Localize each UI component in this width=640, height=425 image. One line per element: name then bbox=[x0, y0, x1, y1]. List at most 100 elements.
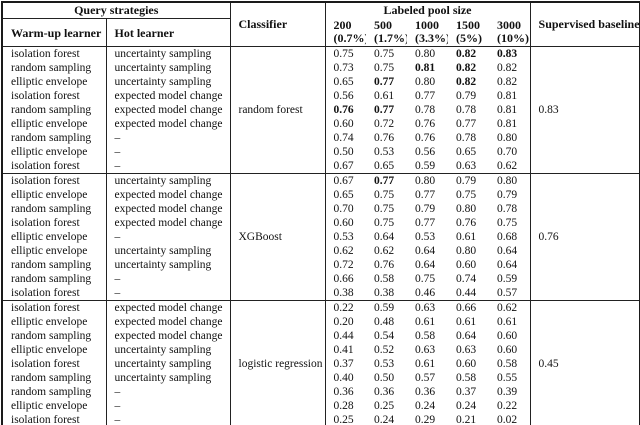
value-cell: 0.80 bbox=[456, 203, 477, 215]
value-cell: 0.64 bbox=[415, 245, 436, 257]
classifier-cell: XGBoost bbox=[229, 173, 326, 301]
table-row: random sampling – 0.36 0.36 0.36 0.37 0.39 bbox=[2, 385, 640, 399]
value-cell: 0.67 bbox=[325, 173, 366, 188]
table-row: random sampling expected model change 0.76… bbox=[2, 103, 640, 117]
value-cell: 0.22 bbox=[325, 300, 366, 315]
hot-cell: uncertainty sampling bbox=[106, 343, 231, 357]
table-row: elliptic envelope expected model change 0.… bbox=[2, 117, 640, 131]
value-cell: 0.20 bbox=[333, 316, 354, 328]
value-cell: 0.65 bbox=[333, 76, 354, 88]
value-cell: 0.81 bbox=[497, 90, 518, 102]
value-cell: 0.24 bbox=[374, 414, 395, 425]
value-cell: 0.63 bbox=[407, 300, 448, 315]
value-cell: 0.60 bbox=[456, 259, 477, 271]
pool-col-percent: (10%) bbox=[497, 31, 529, 46]
value-cell: 0.61 bbox=[374, 90, 395, 102]
value-cell: 0.77 bbox=[415, 217, 436, 229]
hot-cell: expected model change bbox=[106, 329, 231, 343]
value-cell: 0.58 bbox=[415, 330, 436, 342]
value-cell: 0.44 bbox=[333, 330, 354, 342]
hot-cell: – bbox=[106, 385, 231, 399]
table-header: Query strategies Classifier Labeled pool… bbox=[2, 2, 640, 47]
warmup-cell: random sampling bbox=[2, 329, 107, 343]
value-cell: 0.80 bbox=[415, 76, 436, 88]
value-cell: 0.37 bbox=[333, 358, 354, 370]
value-cell: 0.22 bbox=[497, 400, 518, 412]
hot-cell: – bbox=[106, 272, 231, 286]
pool-col-header-1500: 1500 (5%) bbox=[448, 19, 489, 47]
value-cell: 0.56 bbox=[415, 146, 436, 158]
hot-cell: uncertainty sampling bbox=[106, 357, 231, 371]
value-cell: 0.82 bbox=[497, 76, 518, 88]
value-cell: 0.60 bbox=[497, 330, 518, 342]
hot-cell: – bbox=[106, 145, 231, 159]
warmup-cell: random sampling bbox=[2, 371, 107, 385]
value-cell: 0.75 bbox=[374, 217, 395, 229]
value-cell: 0.76 bbox=[374, 259, 395, 271]
table-row: isolation forest uncertainty sampling XGBo… bbox=[2, 173, 640, 301]
pool-col-header-3000: 3000 (10%) bbox=[489, 19, 530, 47]
value-cell: 0.80 bbox=[407, 46, 448, 61]
value-cell: 0.82 bbox=[497, 62, 518, 74]
hot-cell: expected model change bbox=[106, 89, 231, 103]
value-cell: 0.80 bbox=[456, 245, 477, 257]
value-cell: 0.68 bbox=[497, 231, 518, 243]
table-row: elliptic envelope uncertainty sampling 0.4… bbox=[2, 343, 640, 357]
warmup-cell: elliptic envelope bbox=[2, 188, 107, 202]
value-cell: 0.24 bbox=[415, 400, 436, 412]
table-row: random sampling uncertainty sampling 0.73 0… bbox=[2, 61, 640, 75]
value-cell: 0.36 bbox=[374, 386, 395, 398]
pool-col-percent: (5%) bbox=[456, 31, 482, 46]
value-cell: 0.74 bbox=[456, 273, 477, 285]
value-cell: 0.81 bbox=[497, 104, 518, 116]
value-cell: 0.38 bbox=[333, 287, 354, 299]
value-cell: 0.59 bbox=[366, 300, 407, 315]
value-cell: 0.58 bbox=[456, 372, 477, 384]
value-cell: 0.59 bbox=[497, 273, 518, 285]
table-row: random sampling uncertainty sampling 0.40 0… bbox=[2, 371, 640, 385]
table-row: random sampling expected model change 0.70… bbox=[2, 202, 640, 216]
value-cell: 0.02 bbox=[497, 414, 518, 425]
hot-cell: uncertainty sampling bbox=[106, 371, 231, 385]
value-cell: 0.76 bbox=[374, 132, 395, 144]
value-cell: 0.53 bbox=[333, 231, 354, 243]
value-cell: 0.64 bbox=[415, 259, 436, 271]
warmup-cell: random sampling bbox=[2, 385, 107, 399]
value-cell: 0.60 bbox=[456, 358, 477, 370]
value-cell: 0.70 bbox=[497, 146, 518, 158]
warmup-cell: isolation forest bbox=[2, 159, 107, 174]
header-row-columns: Warm-up learner Hot learner 200 (0.7%) 5… bbox=[2, 18, 640, 47]
warmup-cell: elliptic envelope bbox=[2, 145, 107, 159]
pool-col-count: 3000 bbox=[497, 18, 521, 33]
value-cell: 0.58 bbox=[497, 358, 518, 370]
value-cell: 0.64 bbox=[456, 330, 477, 342]
value-cell: 0.75 bbox=[374, 203, 395, 215]
value-cell: 0.36 bbox=[333, 386, 354, 398]
warmup-cell: random sampling bbox=[2, 131, 107, 145]
warmup-cell: random sampling bbox=[2, 258, 107, 272]
warmup-cell: elliptic envelope bbox=[2, 399, 107, 413]
value-cell: 0.57 bbox=[497, 287, 518, 299]
table-row: elliptic envelope – 0.53 0.64 0.53 0.61 0.68 bbox=[2, 230, 640, 244]
pool-col-percent: (3.3%) bbox=[415, 31, 448, 46]
value-cell: 0.72 bbox=[374, 118, 395, 130]
value-cell: 0.77 bbox=[456, 118, 477, 130]
value-cell: 0.80 bbox=[407, 173, 448, 188]
value-cell: 0.52 bbox=[374, 344, 395, 356]
hot-cell: uncertainty sampling bbox=[106, 61, 231, 75]
value-cell: 0.65 bbox=[374, 160, 395, 172]
table-row: isolation forest expected model change 0.6… bbox=[2, 216, 640, 230]
warmup-cell: elliptic envelope bbox=[2, 343, 107, 357]
hot-header: Hot learner bbox=[106, 18, 231, 47]
table-row: isolation forest – 0.25 0.24 0.29 0.21 0.02 bbox=[2, 413, 640, 425]
pool-col-count: 1000 bbox=[415, 18, 439, 33]
value-cell: 0.77 bbox=[366, 173, 407, 188]
value-cell: 0.37 bbox=[456, 386, 477, 398]
value-cell: 0.83 bbox=[489, 46, 531, 61]
warmup-cell: isolation forest bbox=[2, 216, 107, 230]
warmup-cell: isolation forest bbox=[2, 413, 107, 425]
value-cell: 0.63 bbox=[456, 160, 477, 172]
hot-cell: expected model change bbox=[106, 315, 231, 329]
value-cell: 0.78 bbox=[456, 132, 477, 144]
baseline-cell: 0.45 bbox=[529, 300, 640, 425]
